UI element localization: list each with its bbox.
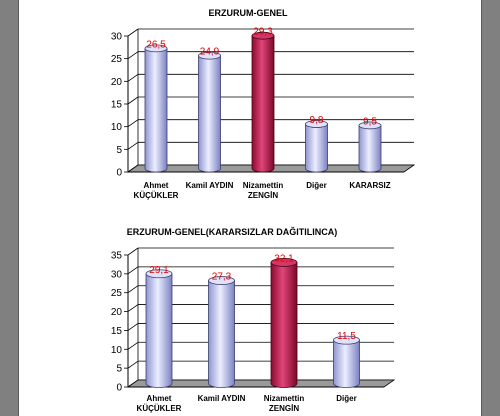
chart2-grid-diag [127,341,139,350]
chart2-value-label: 32,1 [274,253,294,264]
chart1-grid-diag [127,142,139,150]
chart1-bar-top-nizamettin-zengi-n [251,31,275,40]
chart1-grid-diag [127,74,139,82]
chart1-bar-top-kararsiz [358,121,382,130]
chart2-bar-ahmet-k-kler [145,273,173,388]
chart1-bar-nizamettin-zengi-n [251,35,275,173]
chart2-category-label: Diğer [336,394,356,403]
chart2-bar-kamil-aydin [208,280,235,388]
chart2-category-label: Nizamettin [264,394,305,403]
chart2-bar-top-ahmet-k-kler [145,269,173,279]
chart1-value-label: 9,8 [310,115,324,126]
chart2-bar-top-kamil-aydin [208,276,235,285]
chart1-ytick-label: 20 [111,77,123,88]
chart1-ytick-label: 30 [111,32,123,43]
chart2-grid-diag [127,285,139,294]
chart1-category-label: KARARSIZ [349,181,390,190]
chart1-bar-ahmet-k-kler [144,47,168,173]
chart2-ytick-label: 30 [111,269,123,280]
chart1-ytick-label: 10 [111,122,123,133]
chart2-ytick-label: 25 [111,288,123,299]
chart1-category-label: KÜÇÜKLER [134,191,179,200]
chart1-value-label: 26,5 [146,39,166,50]
chart1-bar-kamil-aydin [198,55,221,173]
chart1-grid-diag [127,96,139,105]
chart1-category-label: Ahmet [144,181,169,190]
chart1-category-label: Nizamettin [243,181,284,190]
chart2-bar-top-nizamettin-zengi-n [270,258,298,267]
page [18,0,482,416]
chart2-bar-nizamettin-zengi-n [270,262,298,388]
chart2-grid-diag [127,360,139,369]
chart2-value-label: 11,5 [337,331,356,342]
chart2-grid-diag [127,266,139,275]
chart2-ytick-label: 10 [111,345,123,356]
chart1-category-label: ZENGİN [248,191,278,200]
chart2-value-label: 27,3 [212,272,232,283]
chart1-category-label: Diğer [306,181,326,190]
chart1-category-label: Kamil AYDIN [186,181,234,190]
chart2-value-label: 29,1 [149,265,169,276]
chart2-ytick-label: 15 [111,326,123,337]
chart1-ytick-label: 25 [111,54,123,65]
chart2-title: ERZURUM-GENEL(KARARSIZLAR DAĞITILINCA) [127,226,337,237]
chart1-value-label: 24,9 [200,47,220,58]
chart1-bar-kararsiz [358,125,382,173]
chart1-value-label: 9,5 [363,116,377,127]
chart2-grid-diag [127,304,139,312]
chart2-ytick-label: 35 [111,251,123,262]
chart2-grid-diag [127,323,139,331]
chart1-bar-top-ahmet-k-kler [144,44,168,53]
chart2-category-label: Ahmet [147,394,172,403]
chart1-bar-top-kamil-aydin [198,51,221,60]
chart2-bar-di-er [333,339,360,388]
chart2-category-label: KÜÇÜKLER [137,404,182,413]
chart1-ytick-label: 15 [111,100,123,111]
chart1-bar-top-di-er [305,120,328,128]
chart2-bar-top-di-er [333,335,360,345]
chart1-grid-diag [127,28,139,37]
chart1-ytick-label: 0 [116,168,122,179]
chart1-bar-di-er [305,123,328,173]
chart2-ytick-label: 0 [116,383,122,394]
chart1-grid-diag [127,119,139,127]
chart1-title: ERZURUM-GENEL [209,8,288,18]
chart2-grid-diag [127,247,139,256]
chart2-ytick-label: 20 [111,307,123,318]
chart2-category-label: ZENGİN [269,404,299,413]
chart1-value-label: 29,3 [253,27,273,38]
chart1-grid-diag [127,51,139,59]
chart2-ytick-label: 5 [116,364,122,375]
chart2-category-label: Kamil AYDIN [198,394,246,403]
chart1-ytick-label: 5 [116,145,122,156]
